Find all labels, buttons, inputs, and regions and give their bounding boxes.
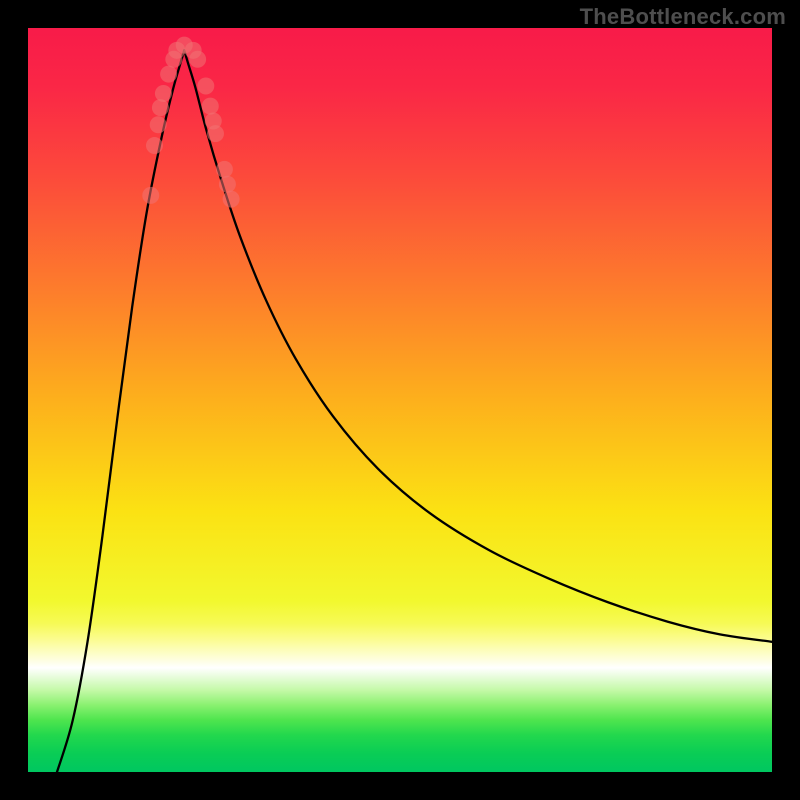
data-marker bbox=[219, 176, 236, 193]
data-marker bbox=[207, 125, 224, 142]
data-marker bbox=[216, 161, 233, 178]
data-marker bbox=[189, 51, 206, 68]
watermark-text: TheBottleneck.com bbox=[580, 4, 786, 30]
chart-svg bbox=[0, 0, 800, 800]
data-marker bbox=[152, 99, 169, 116]
data-marker bbox=[160, 66, 177, 83]
data-marker bbox=[142, 187, 159, 204]
chart-stage: TheBottleneck.com bbox=[0, 0, 800, 800]
data-marker bbox=[146, 137, 163, 154]
plot-background-gradient bbox=[28, 28, 772, 772]
data-marker bbox=[197, 78, 214, 95]
data-marker bbox=[223, 191, 240, 208]
data-marker bbox=[155, 85, 172, 102]
data-marker bbox=[150, 116, 167, 133]
data-marker bbox=[202, 98, 219, 115]
